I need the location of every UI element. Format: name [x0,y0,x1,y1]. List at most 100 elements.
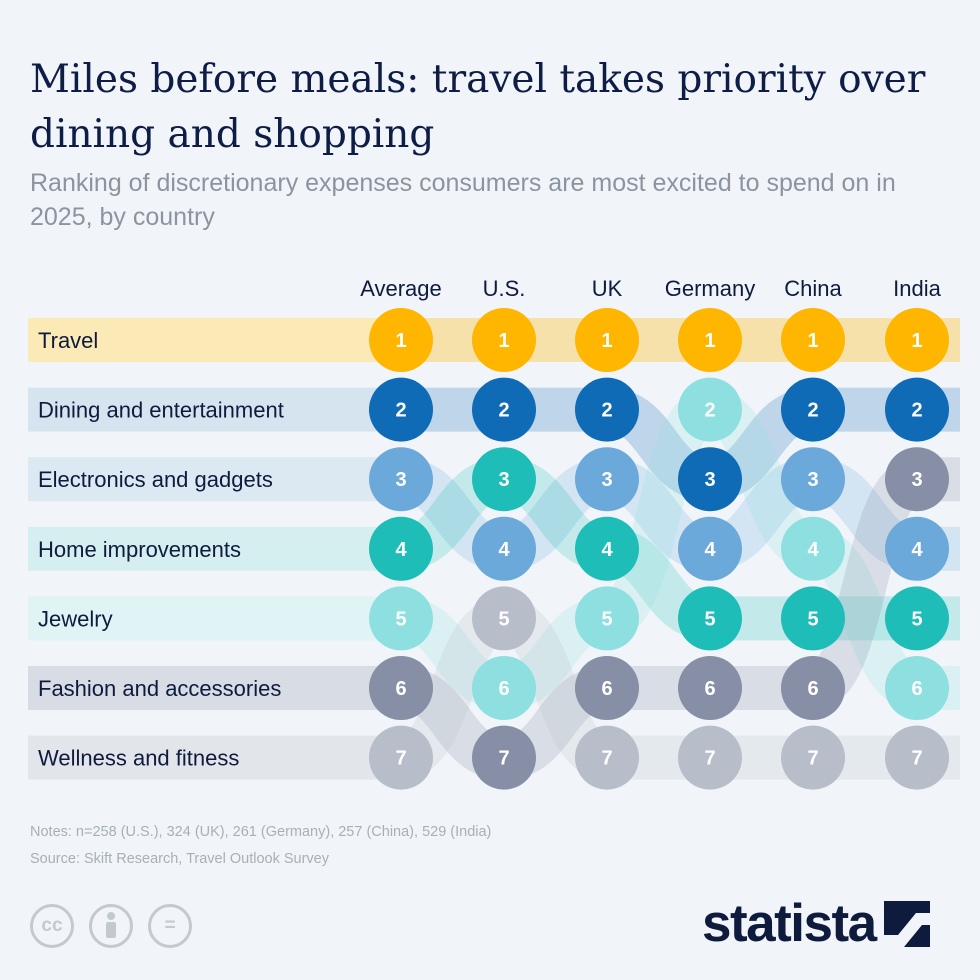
column-header: Germany [665,276,755,301]
rank-dot [781,725,845,790]
rank-dot [575,516,639,581]
row-band [28,457,401,502]
rank-label: 7 [601,748,612,770]
cc-icon[interactable]: cc [30,904,74,948]
rank-label: 2 [911,400,922,422]
row-band [28,318,401,362]
rank-label: 3 [498,469,509,491]
row-label: Jewelry [38,606,113,631]
rank-label: 6 [807,678,818,700]
row-band [28,666,401,710]
row-band [28,735,401,780]
rank-dot [885,447,949,512]
rank-label: 1 [704,330,715,352]
rank-dot [781,586,845,651]
rank-dot [369,308,433,372]
person-icon[interactable] [89,904,133,948]
column-header: Average [360,276,442,301]
rank-label: 1 [601,330,612,352]
rank-dot [369,447,433,512]
rank-label: 6 [601,678,612,700]
rank-dot [678,656,742,720]
rank-label: 5 [395,608,406,630]
rank-dot [678,586,742,651]
rank-dot [885,586,949,651]
row-label: Fashion and accessories [38,676,281,701]
rank-label: 3 [601,469,612,491]
rank-dot [472,308,536,372]
rank-dot [885,725,949,790]
chart-title: Miles before meals: travel takes priorit… [30,57,926,157]
rank-dot [472,447,536,512]
rank-dot [781,656,845,720]
rank-label: 7 [395,748,406,770]
rank-dot [472,516,536,581]
rank-label: 4 [601,539,613,561]
rank-label: 4 [395,539,407,561]
rank-dot [885,377,949,442]
rank-dot [369,516,433,581]
rank-label: 2 [395,400,406,422]
rank-label: 2 [807,400,818,422]
column-header: India [893,276,941,301]
rank-label: 1 [498,330,509,352]
rank-dot [472,586,536,651]
row-band [28,526,401,571]
rank-dot [575,447,639,512]
rank-dot [575,377,639,442]
ranking-chart: Average U.S. UK Germany China India Travel Din… [28,276,960,790]
rank-label: 7 [911,748,922,770]
rank-dot [369,656,433,720]
rank-dot [781,447,845,512]
rank-dot [472,656,536,720]
column-header: U.S. [483,276,526,301]
rank-dot [885,516,949,581]
rank-label: 4 [498,539,510,561]
row-label: Dining and entertainment [38,398,284,423]
rank-dot [575,656,639,720]
rank-dot [472,725,536,790]
column-header: UK [592,276,623,301]
row-label: Wellness and fitness [38,746,239,771]
rank-label: 6 [704,678,715,700]
row-label: Electronics and gadgets [38,467,273,492]
rank-dot [678,725,742,790]
rank-dot [885,308,949,372]
rank-dot [575,308,639,372]
equal-icon[interactable]: = [148,904,192,948]
column-header: China [784,276,842,301]
rank-label: 3 [704,469,715,491]
rank-label: 5 [911,608,922,630]
rank-label: 4 [704,539,716,561]
rank-label: 1 [807,330,818,352]
rank-label: 1 [911,330,922,352]
rank-label: 4 [807,539,819,561]
statista-logo-icon [883,901,930,947]
rank-label: 5 [704,608,715,630]
chart-notes: Notes: n=258 (U.S.), 324 (UK), 261 (Germ… [30,824,492,840]
rank-label: 3 [395,469,406,491]
rank-label: 6 [911,678,922,700]
rank-dot [678,377,742,442]
rank-label: 2 [498,400,509,422]
rank-label: 6 [498,678,509,700]
rank-dot [575,725,639,790]
rank-label: 3 [911,469,922,491]
rank-label: 1 [395,330,406,352]
rank-label: 2 [601,400,612,422]
rank-label: 5 [601,608,612,630]
rank-dot [885,656,949,720]
rank-label: 6 [395,678,406,700]
rank-dot [781,308,845,372]
statista-logo[interactable]: statista [702,894,930,954]
rank-label: 5 [498,608,509,630]
rank-dot [678,308,742,372]
row-label: Travel [38,328,98,353]
row-band [28,596,401,641]
rank-label: 7 [704,748,715,770]
rank-label: 2 [704,400,715,422]
rank-label: 7 [807,748,818,770]
rank-dot [781,516,845,581]
rank-dot [781,377,845,442]
chart-subtitle: Ranking of discretionary expenses consum… [30,169,896,231]
